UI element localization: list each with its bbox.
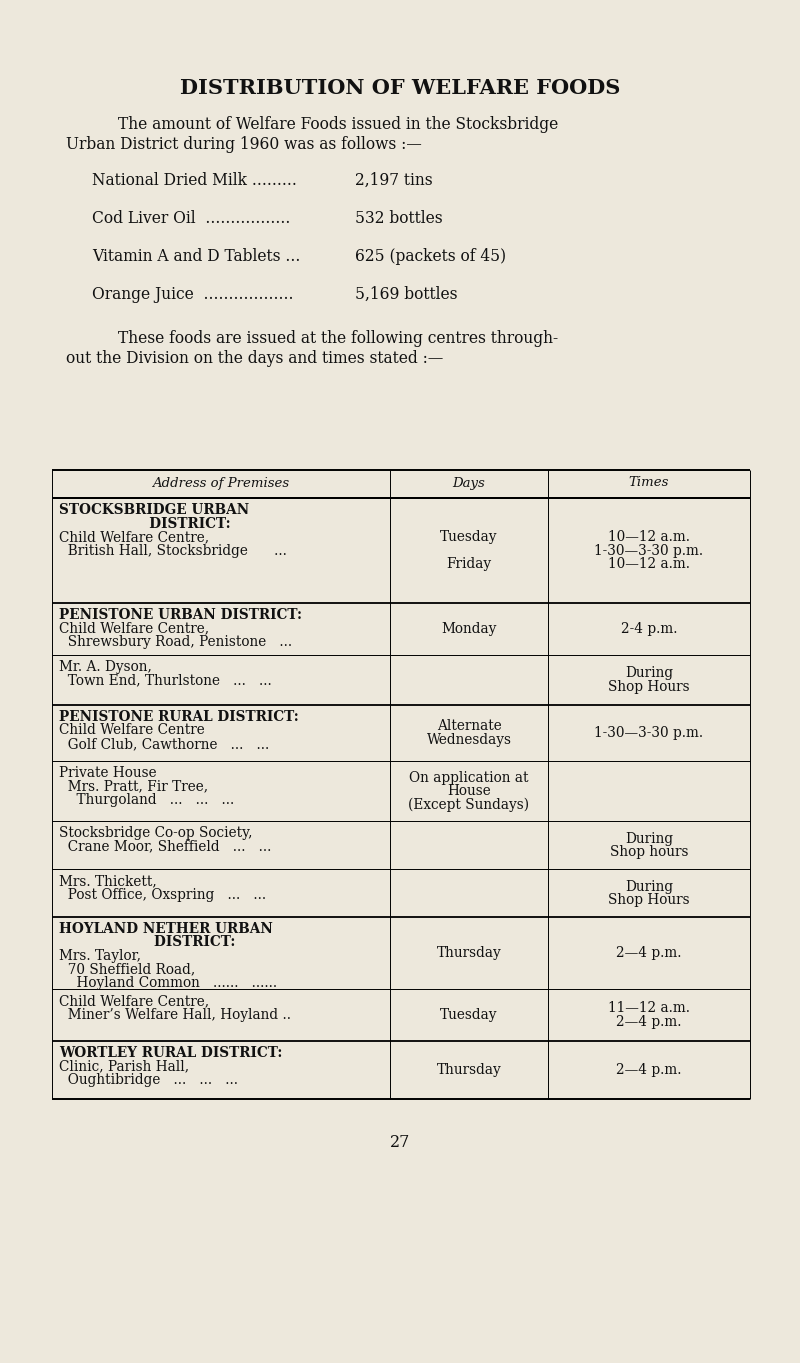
Text: Oughtibridge   ...   ...   ...: Oughtibridge ... ... ... (59, 1073, 238, 1088)
Text: Monday: Monday (442, 623, 497, 637)
Text: On application at: On application at (410, 770, 529, 785)
Text: DISTRIBUTION OF WELFARE FOODS: DISTRIBUTION OF WELFARE FOODS (180, 78, 620, 98)
Text: Shrewsbury Road, Penistone   ...: Shrewsbury Road, Penistone ... (59, 635, 292, 649)
Text: 2—4 p.m.: 2—4 p.m. (616, 1063, 682, 1077)
Text: Orange Juice  ..................: Orange Juice .................. (92, 286, 294, 303)
Text: Clinic, Parish Hall,: Clinic, Parish Hall, (59, 1059, 189, 1074)
Text: Child Welfare Centre: Child Welfare Centre (59, 724, 205, 737)
Text: PENISTONE URBAN DISTRICT:: PENISTONE URBAN DISTRICT: (59, 608, 302, 622)
Text: Mrs. Taylor,: Mrs. Taylor, (59, 949, 141, 964)
Text: 2-4 p.m.: 2-4 p.m. (621, 623, 678, 637)
Text: HOYLAND NETHER URBAN: HOYLAND NETHER URBAN (59, 921, 273, 936)
Text: (Except Sundays): (Except Sundays) (409, 797, 530, 812)
Text: STOCKSBRIDGE URBAN: STOCKSBRIDGE URBAN (59, 503, 250, 517)
Text: Child Welfare Centre,: Child Welfare Centre, (59, 530, 209, 544)
Text: Crane Moor, Sheffield   ...   ...: Crane Moor, Sheffield ... ... (59, 840, 271, 853)
Text: Urban District during 1960 was as follows :—: Urban District during 1960 was as follow… (66, 136, 422, 153)
Text: Tuesday: Tuesday (440, 1009, 498, 1022)
Text: WORTLEY RURAL DISTRICT:: WORTLEY RURAL DISTRICT: (59, 1045, 282, 1060)
Text: Golf Club, Cawthorne   ...   ...: Golf Club, Cawthorne ... ... (59, 737, 270, 751)
Text: Mr. A. Dyson,: Mr. A. Dyson, (59, 660, 152, 673)
Text: British Hall, Stocksbridge      ...: British Hall, Stocksbridge ... (59, 544, 287, 557)
Text: Stocksbridge Co-op Society,: Stocksbridge Co-op Society, (59, 826, 253, 840)
Text: 2,197 tins: 2,197 tins (355, 172, 433, 189)
Text: Miner’s Welfare Hall, Hoyland ..: Miner’s Welfare Hall, Hoyland .. (59, 1007, 291, 1021)
Text: Post Office, Oxspring   ...   ...: Post Office, Oxspring ... ... (59, 887, 266, 901)
Text: Shop Hours: Shop Hours (608, 680, 690, 694)
Text: During: During (625, 879, 673, 894)
Text: Cod Liver Oil  .................: Cod Liver Oil ................. (92, 210, 290, 228)
Text: DISTRICT:: DISTRICT: (59, 517, 230, 530)
Text: Thursday: Thursday (437, 946, 502, 961)
Text: Shop Hours: Shop Hours (608, 893, 690, 906)
Text: Hoyland Common   ......   ......: Hoyland Common ...... ...... (59, 976, 277, 990)
Text: 1-30—3-30 p.m.: 1-30—3-30 p.m. (594, 726, 703, 740)
Text: 10—12 a.m.: 10—12 a.m. (608, 557, 690, 571)
Text: Address of Premises: Address of Premises (153, 477, 290, 489)
Text: Shop hours: Shop hours (610, 845, 688, 859)
Text: Town End, Thurlstone   ...   ...: Town End, Thurlstone ... ... (59, 673, 272, 687)
Text: House: House (447, 784, 491, 799)
Text: DISTRICT:: DISTRICT: (59, 935, 235, 950)
Text: 11—12 a.m.: 11—12 a.m. (608, 1002, 690, 1015)
Text: During: During (625, 667, 673, 680)
Text: Child Welfare Centre,: Child Welfare Centre, (59, 622, 209, 635)
Text: 70 Sheffield Road,: 70 Sheffield Road, (59, 962, 195, 976)
Text: Days: Days (453, 477, 486, 489)
Text: Child Welfare Centre,: Child Welfare Centre, (59, 994, 209, 1009)
Text: Private House: Private House (59, 766, 157, 780)
Text: Mrs. Pratt, Fir Tree,: Mrs. Pratt, Fir Tree, (59, 780, 208, 793)
Text: Times: Times (629, 477, 669, 489)
Text: During: During (625, 831, 673, 845)
Text: 625 (packets of 45): 625 (packets of 45) (355, 248, 506, 264)
Text: 10—12 a.m.: 10—12 a.m. (608, 530, 690, 544)
Text: Friday: Friday (446, 557, 491, 571)
Text: Tuesday: Tuesday (440, 530, 498, 544)
Text: out the Division on the days and times stated :—: out the Division on the days and times s… (66, 350, 443, 367)
Text: National Dried Milk .........: National Dried Milk ......... (92, 172, 297, 189)
Text: These foods are issued at the following centres through-: These foods are issued at the following … (118, 330, 558, 348)
Text: Thursday: Thursday (437, 1063, 502, 1077)
Text: Alternate: Alternate (437, 720, 502, 733)
Text: 2—4 p.m.: 2—4 p.m. (616, 1015, 682, 1029)
Text: The amount of Welfare Foods issued in the Stocksbridge: The amount of Welfare Foods issued in th… (118, 116, 558, 134)
Text: Thurgoland   ...   ...   ...: Thurgoland ... ... ... (59, 793, 234, 807)
Text: 27: 27 (390, 1134, 410, 1150)
Text: Vitamin A and D Tablets ...: Vitamin A and D Tablets ... (92, 248, 300, 264)
Text: Wednesdays: Wednesdays (426, 733, 511, 747)
Text: 5,169 bottles: 5,169 bottles (355, 286, 458, 303)
Text: 532 bottles: 532 bottles (355, 210, 442, 228)
Text: PENISTONE RURAL DISTRICT:: PENISTONE RURAL DISTRICT: (59, 710, 298, 724)
Text: Mrs. Thickett,: Mrs. Thickett, (59, 874, 157, 889)
Text: 2—4 p.m.: 2—4 p.m. (616, 946, 682, 961)
Text: 1-30—3-30 p.m.: 1-30—3-30 p.m. (594, 544, 703, 557)
